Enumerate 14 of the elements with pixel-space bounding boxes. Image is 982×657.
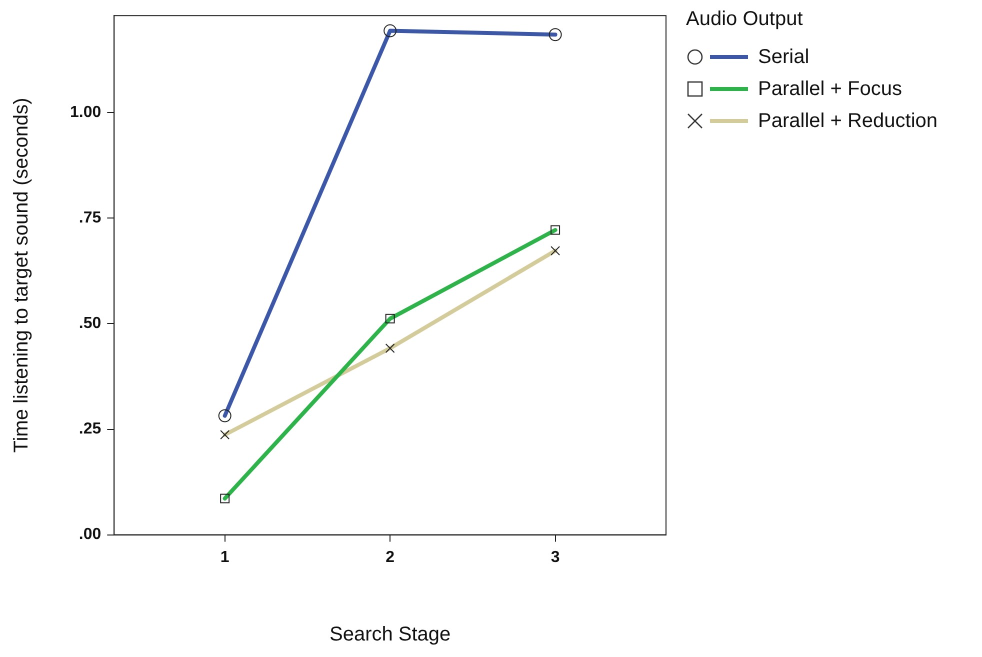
x-tick-label: 3 xyxy=(550,548,560,566)
x-tick-label: 2 xyxy=(386,548,395,566)
y-tick-label: .50 xyxy=(78,315,102,332)
y-axis-title: Time listening to target sound (seconds) xyxy=(10,98,33,453)
legend-label: Serial xyxy=(758,46,810,68)
legend-title: Audio Output xyxy=(686,8,804,31)
y-tick-label: .00 xyxy=(78,526,102,544)
x-tick-label: 1 xyxy=(220,548,230,566)
y-tick-label: .25 xyxy=(78,420,102,438)
y-tick-label: .75 xyxy=(78,210,102,227)
y-tick-label: 1.00 xyxy=(70,104,102,122)
x-axis-title: Search Stage xyxy=(329,624,451,646)
legend-label: Parallel + Reduction xyxy=(758,110,938,132)
legend-label: Parallel + Focus xyxy=(758,78,902,100)
